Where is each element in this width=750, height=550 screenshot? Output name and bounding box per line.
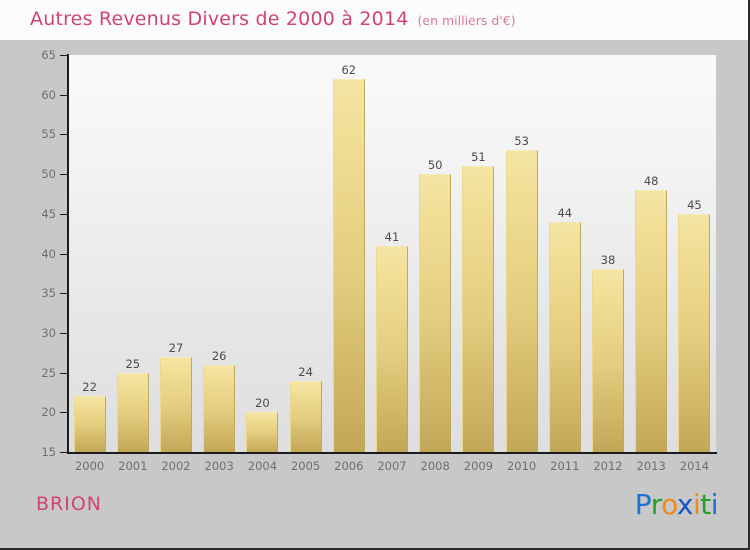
logo-letter-6: i <box>710 488 719 521</box>
bar[interactable] <box>332 78 365 452</box>
x-axis-tick-label: 2006 <box>334 459 364 473</box>
bar[interactable] <box>548 221 581 452</box>
page-title: Autres Revenus Divers de 2000 à 2014 <box>30 8 409 30</box>
y-axis-tick-label-text: 15 <box>41 445 56 459</box>
x-axis-tick-label: 2004 <box>247 459 278 473</box>
logo-letter-3: x <box>676 488 694 521</box>
y-axis-tick-label-text: 30 <box>41 325 56 340</box>
bar[interactable] <box>419 174 452 452</box>
y-axis-tick-label-text: 40 <box>41 246 56 261</box>
y-axis-tick-label-text: 65 <box>41 48 56 62</box>
bar[interactable] <box>116 372 149 452</box>
bar-value-label: 50 <box>427 158 443 173</box>
y-axis-tick <box>60 55 69 56</box>
chart-frame: 15 20 25 30 35 40 45 50 55 60 65 22 25 27 26 20 24 62 41 5… <box>0 40 748 475</box>
y-axis-tick <box>60 94 69 96</box>
y-axis-tick-label: 40 <box>12 247 56 261</box>
x-axis-tick-label: 2001 <box>118 459 148 473</box>
y-axis-tick-label-text: 20 <box>41 405 56 420</box>
bar[interactable] <box>376 245 408 452</box>
y-axis-tick-label: 50 <box>12 167 56 181</box>
x-axis-tick-label: 2011 <box>550 459 580 473</box>
bar[interactable] <box>73 396 106 452</box>
logo-letter-5: t <box>700 488 711 521</box>
bar[interactable] <box>289 380 322 452</box>
bar-value-label: 44 <box>557 205 573 220</box>
x-axis-tick-label: 2000 <box>74 459 105 473</box>
bar-value-label: 48 <box>643 173 659 188</box>
y-axis-tick-label: 20 <box>12 405 56 419</box>
bar[interactable] <box>160 356 192 452</box>
y-axis-tick <box>60 293 69 295</box>
x-axis-tick-label: 2013 <box>636 459 666 473</box>
proxiti-logo[interactable]: Proxiti <box>634 488 719 521</box>
y-axis-tick-label: 30 <box>12 326 56 340</box>
bar[interactable] <box>678 213 711 452</box>
y-axis-tick-label-text: 35 <box>41 286 56 301</box>
x-axis-tick-label: 2005 <box>290 459 321 473</box>
header-band: Autres Revenus Divers de 2000 à 2014 (en… <box>0 0 748 40</box>
bar-value-label: 22 <box>82 380 97 395</box>
y-axis-tick <box>60 213 69 215</box>
y-axis-tick-label-text: 60 <box>41 87 56 102</box>
x-axis-tick-label: 2002 <box>161 459 191 473</box>
y-axis-tick-label-text: 55 <box>41 127 56 142</box>
bar-value-label: 62 <box>341 62 357 77</box>
logo-letter-4: i <box>692 488 701 521</box>
y-axis-tick-label: 25 <box>12 366 56 380</box>
y-axis-tick-label: 65 <box>12 48 56 62</box>
x-axis-tick-label: 2014 <box>679 459 710 473</box>
x-axis-tick-label: 2008 <box>420 459 450 473</box>
bar-value-label: 41 <box>384 229 400 244</box>
y-axis-tick-label: 35 <box>12 286 56 300</box>
y-axis-tick <box>60 452 69 453</box>
y-axis-tick <box>60 253 69 255</box>
bar[interactable] <box>462 166 495 452</box>
x-axis-tick-label: 2012 <box>593 459 623 473</box>
bar-value-label: 51 <box>471 150 486 165</box>
y-axis-tick <box>60 332 69 334</box>
bar-value-label: 24 <box>298 364 313 379</box>
footer: BRION Proxiti <box>0 475 748 548</box>
bar[interactable] <box>246 412 279 452</box>
y-axis-tick-label: 45 <box>12 207 56 221</box>
y-axis-tick-label-text: 45 <box>41 206 56 221</box>
y-axis-tick-label-text: 50 <box>41 167 56 182</box>
logo-letter-0: P <box>634 488 651 521</box>
bar[interactable] <box>592 269 624 452</box>
bar-value-label: 38 <box>600 253 616 268</box>
bar-value-label: 20 <box>255 396 270 411</box>
y-axis-tick-label: 15 <box>12 445 56 459</box>
bar-value-label: 25 <box>125 356 141 371</box>
bar-value-label: 27 <box>168 340 184 355</box>
bar-value-label: 53 <box>514 134 529 149</box>
y-axis-tick-label-text: 25 <box>41 365 56 380</box>
x-axis-line <box>67 452 717 454</box>
bar[interactable] <box>505 150 538 452</box>
bar-value-label: 26 <box>211 348 227 363</box>
bar[interactable] <box>635 189 668 452</box>
bar[interactable] <box>203 364 236 452</box>
y-axis-tick <box>60 174 69 176</box>
y-axis-tick <box>60 412 69 414</box>
y-axis-tick-label: 55 <box>12 127 56 141</box>
x-axis-tick-label: 2003 <box>204 459 234 473</box>
logo-letter-1: r <box>650 488 662 521</box>
y-axis-tick-label: 60 <box>12 88 56 102</box>
x-axis-tick-label: 2010 <box>506 459 537 473</box>
title-wrap: Autres Revenus Divers de 2000 à 2014 (en… <box>30 8 516 30</box>
x-axis-tick-label: 2007 <box>377 459 407 473</box>
y-axis-tick <box>60 134 69 136</box>
bar-value-label: 45 <box>687 197 702 212</box>
logo-letter-2: o <box>661 488 677 521</box>
y-axis-tick <box>60 372 69 374</box>
chart-subtitle: (en milliers d'€) <box>417 13 516 28</box>
commune-name: BRION <box>36 493 103 515</box>
x-axis-tick-label: 2009 <box>463 459 494 473</box>
